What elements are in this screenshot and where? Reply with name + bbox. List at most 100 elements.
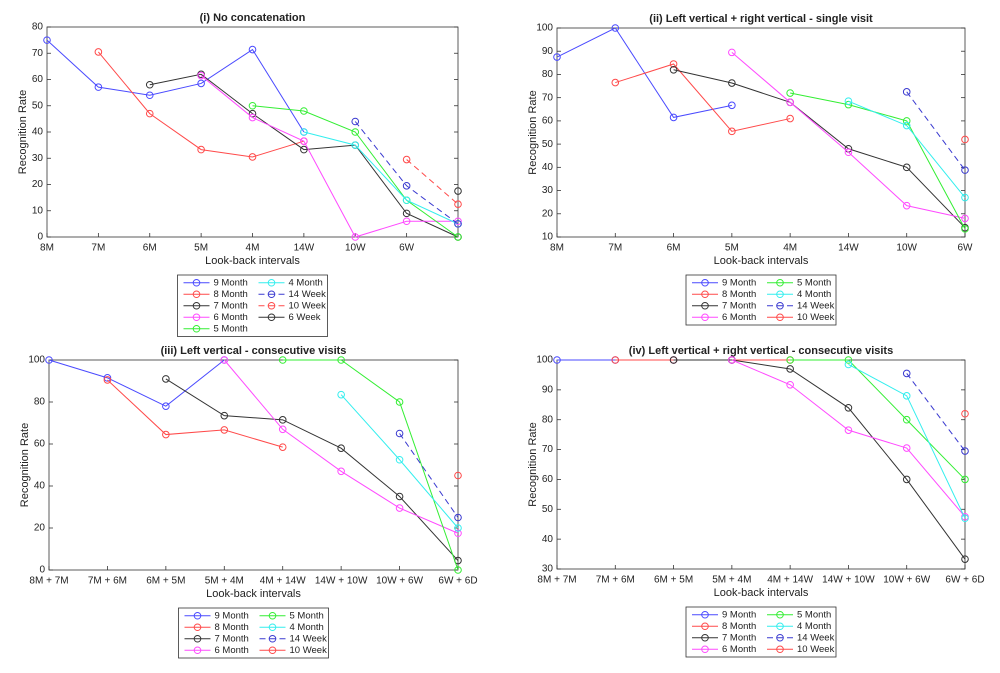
legend-marker [701, 633, 709, 642]
series-line [107, 379, 283, 448]
x-tick-label: 6W [958, 243, 974, 254]
data-point [611, 24, 620, 32]
series-line [399, 433, 459, 518]
series-line [673, 69, 966, 229]
data-point [402, 182, 411, 190]
legend-marker [268, 623, 277, 632]
data-point [402, 155, 411, 164]
series-line [848, 100, 966, 198]
data-point [961, 475, 969, 484]
legend-marker [701, 313, 709, 322]
legend-label: 14 Week [289, 289, 327, 300]
series-line [303, 131, 459, 225]
data-point [94, 48, 103, 56]
legend-label: 6 Week [289, 312, 321, 323]
data-point [961, 447, 969, 455]
data-point [395, 429, 404, 438]
chart-title: (ii) Left vertical + right vertical - si… [649, 13, 873, 25]
data-point [786, 98, 794, 107]
legend-label: 6 Month [722, 644, 756, 655]
series-line [223, 359, 459, 534]
legend-marker [268, 634, 277, 643]
data-point [902, 121, 911, 130]
x-tick-label: 5M + 4M [712, 575, 751, 586]
data-point [728, 48, 736, 57]
data-point [669, 66, 678, 74]
data-point [351, 141, 360, 149]
data-point [454, 220, 462, 228]
data-point [248, 101, 257, 110]
data-point [454, 529, 462, 538]
legend-marker [776, 313, 784, 322]
legend-label: 4 Month [289, 277, 323, 288]
data-point [454, 200, 462, 208]
data-point [220, 411, 229, 420]
legend-label: 10 Week [290, 645, 328, 656]
legend-marker [267, 301, 276, 310]
series-line [731, 52, 966, 219]
legend-label: 8 Month [215, 622, 249, 633]
data-point [395, 398, 404, 406]
x-tick-label: 10W [345, 243, 366, 254]
data-point [43, 36, 51, 44]
y-tick-label: 90 [542, 46, 554, 57]
data-point [278, 356, 287, 364]
series-line [556, 27, 732, 118]
data-point [553, 53, 561, 61]
legend-label: 7 Month [215, 633, 249, 644]
x-tick-label: 5M [194, 243, 208, 254]
data-point [220, 356, 229, 364]
legend-box [685, 274, 837, 326]
legend-label: 5 Month [290, 610, 324, 621]
x-tick-label: 14W + 10W [315, 576, 368, 587]
data-point [248, 153, 257, 161]
data-point [902, 163, 911, 172]
x-axis-label: Look-back intervals [205, 255, 300, 267]
data-point [278, 443, 287, 451]
data-point [669, 356, 678, 364]
data-point [669, 60, 678, 68]
legend-marker [192, 278, 201, 287]
y-tick-label: 0 [39, 565, 45, 576]
data-point [902, 415, 911, 424]
chart-title: (iv) Left vertical + right vertical - co… [629, 345, 893, 357]
y-tick-label: 20 [32, 179, 44, 190]
y-tick-label: 70 [542, 92, 554, 103]
series-line [149, 73, 459, 238]
data-point [351, 233, 360, 241]
data-point [402, 196, 411, 205]
data-point [961, 225, 969, 233]
plot-area [556, 27, 966, 238]
y-axis-label: Recognition Rate [19, 423, 31, 507]
y-tick-label: 50 [32, 100, 44, 111]
data-point [103, 374, 112, 382]
legend-label: 5 Month [797, 277, 831, 288]
data-point [961, 409, 969, 418]
legend-label: 6 Month [722, 312, 756, 323]
legend-marker [776, 645, 784, 654]
legend-marker [267, 278, 276, 287]
data-point [337, 444, 345, 453]
legend-label: 8 Month [214, 289, 248, 300]
data-point [728, 101, 736, 110]
legend-marker [193, 634, 202, 643]
data-point [786, 365, 794, 373]
y-tick-label: 80 [34, 397, 46, 408]
data-point [902, 369, 911, 378]
legend-marker [701, 278, 709, 287]
data-point [454, 566, 462, 574]
data-point [197, 145, 205, 154]
x-tick-label: 6M + 5M [146, 576, 185, 587]
data-point [145, 109, 154, 118]
data-point [553, 356, 561, 364]
legend-label: 4 Month [290, 622, 324, 633]
y-tick-label: 0 [37, 232, 43, 243]
data-point [162, 375, 170, 383]
x-tick-label: 6M [143, 243, 157, 254]
legend-label: 4 Month [797, 621, 831, 632]
legend-marker [193, 623, 202, 632]
y-tick-label: 80 [32, 22, 44, 33]
y-axis-label: Recognition Rate [17, 90, 29, 174]
legend-label: 9 Month [722, 609, 756, 620]
legend-marker [268, 646, 277, 655]
